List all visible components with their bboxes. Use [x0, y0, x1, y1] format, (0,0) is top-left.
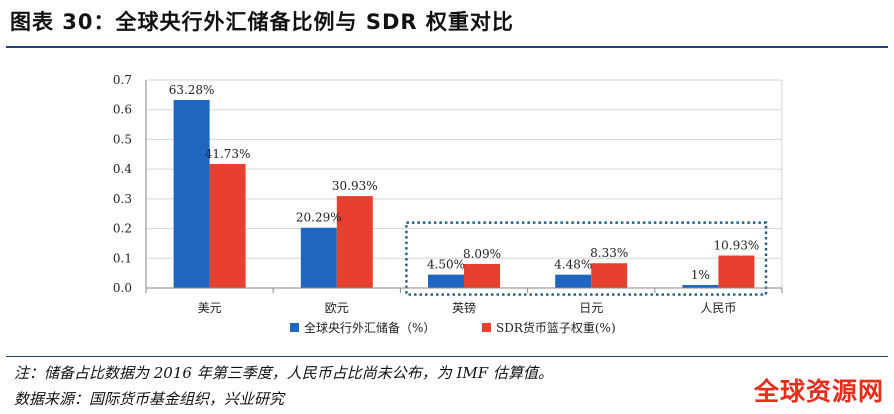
bar-sdr	[718, 255, 755, 288]
legend-label: SDR货币篮子权重(%)	[496, 320, 616, 335]
bar-reserve	[682, 285, 719, 288]
highlight-box-group	[405, 221, 768, 296]
data-label: 63.28%	[169, 83, 215, 97]
chart: 63.28% 41.73% 20.29% 30.93% 4.50%8.09% 4.48%8…	[113, 73, 783, 335]
data-label: 20.29%	[296, 211, 342, 225]
data-source: 数据来源：国际货币基金组织，兴业研究	[14, 390, 285, 408]
legend-swatch	[482, 323, 491, 332]
x-category-label: 日元	[579, 301, 603, 315]
bars	[173, 99, 755, 288]
x-category-label: 美元	[198, 301, 222, 315]
data-label: 8.33%	[590, 246, 628, 260]
y-tick-label: 0.5	[113, 132, 132, 146]
grid-lines	[146, 79, 782, 289]
highlight-box	[405, 221, 768, 296]
footnote: 注：储备占比数据为 2016 年第三季度，人民币占比尚未公布，为 IMF 估算值…	[14, 364, 553, 382]
bar-reserve	[428, 274, 464, 288]
y-tick-label: 0.0	[113, 281, 132, 295]
legend-label: 全球央行外汇储备（%）	[304, 320, 435, 335]
chart-title: 图表 30：全球央行外汇储备比例与 SDR 权重对比	[10, 10, 514, 34]
data-label: 4.48%	[554, 258, 592, 272]
y-tick-label: 0.1	[113, 251, 132, 265]
data-label: 10.93%	[714, 239, 760, 253]
data-labels: 63.28% 41.73% 20.29% 30.93% 4.50%8.09% 4.48%8…	[169, 83, 760, 282]
legend-swatch	[290, 323, 299, 332]
footer-rule	[6, 356, 888, 357]
x-category-label: 人民币	[700, 301, 736, 315]
y-tick-label: 0.7	[113, 73, 132, 87]
y-tick-label: 0.4	[113, 162, 132, 176]
y-tick-label: 0.3	[113, 192, 132, 206]
title-rule	[6, 46, 888, 48]
x-category-label: 英镑	[452, 300, 476, 315]
data-label: 1%	[691, 268, 710, 282]
y-tick-label: 0.6	[113, 103, 132, 117]
bar-sdr	[209, 164, 246, 288]
y-tick-label: 0.2	[113, 222, 132, 236]
legend: 全球央行外汇储备（%） SDR货币篮子权重(%)	[290, 320, 616, 335]
axes: 0.0 0.1 0.2 0.3 0.4 0.5 0.6 0.7 美元 欧元 英镑 日元 人民币	[113, 73, 783, 315]
data-label: 8.09%	[463, 247, 501, 261]
watermark-logo: 全球资源网	[753, 377, 884, 406]
bar-reserve	[300, 227, 337, 288]
bar-sdr	[464, 263, 500, 288]
data-label: 4.50%	[427, 258, 465, 272]
bar-sdr	[336, 196, 373, 288]
bar-reserve	[173, 99, 210, 288]
bar-sdr	[591, 263, 628, 288]
bar-reserve	[555, 274, 592, 288]
data-label: 41.73%	[205, 147, 251, 161]
data-label: 30.93%	[332, 179, 378, 193]
x-category-label: 欧元	[325, 301, 349, 315]
